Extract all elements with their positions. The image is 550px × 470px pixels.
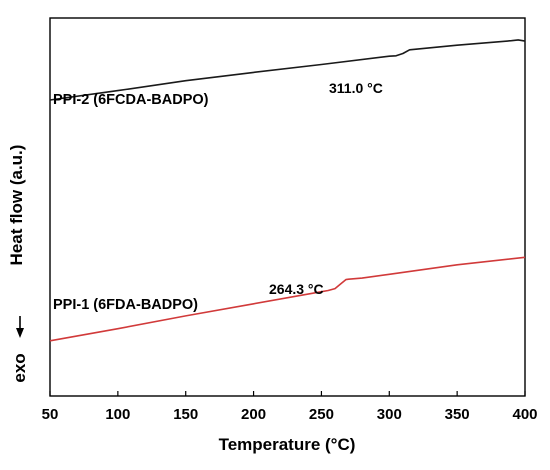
x-tick-label: 200 [241,406,266,423]
x-tick-label: 250 [309,406,334,423]
x-tick-label: 300 [377,406,402,423]
series-line-ppi-1 [49,256,526,342]
x-tick-label: 100 [105,406,130,423]
annotation-ppi-2-tg: 311.0 °C [329,80,383,96]
annotation-ppi-1-tg: 264.3 °C [269,281,324,297]
series-label-ppi-2: PPI-2 (6FCDA-BADPO) [53,92,209,108]
x-axis-ticks: 50 100 150 200 250 300 350 400 [42,391,538,423]
x-tick-label: 50 [42,406,59,423]
y-axis-title: Heat flow (a.u.) [7,145,26,266]
x-axis-title: Temperature (°C) [219,435,356,454]
x-tick-label: 150 [173,406,198,423]
x-tick-label: 350 [445,406,470,423]
series-label-ppi-1: PPI-1 (6FDA-BADPO) [53,297,198,313]
series-line-ppi-2 [49,39,526,101]
exo-label: exo [10,353,29,382]
series-lines [49,39,526,342]
x-tick-label: 400 [512,406,537,423]
plot-frame [49,17,526,397]
exo-arrow-icon [16,316,24,338]
